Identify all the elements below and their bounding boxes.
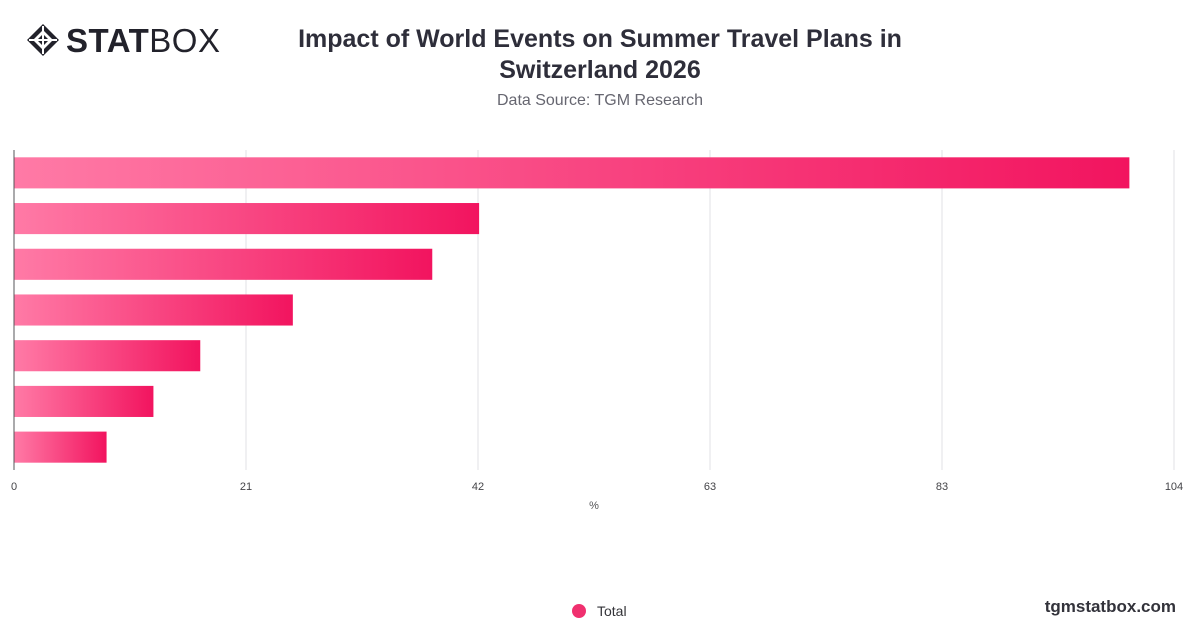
- bar[interactable]: [14, 385, 154, 417]
- logo-wordmark: STATBOX: [66, 24, 220, 57]
- x-tick-label: 21: [240, 481, 252, 493]
- x-tick-label: 63: [704, 481, 716, 493]
- bar[interactable]: [14, 294, 293, 326]
- x-tick-label: 42: [472, 481, 484, 493]
- bar[interactable]: [14, 340, 201, 372]
- bars: [14, 157, 1130, 463]
- x-axis-title: %: [589, 500, 599, 512]
- x-tick-label: 83: [936, 481, 948, 493]
- logo-text-light: BOX: [149, 21, 221, 59]
- bar[interactable]: [14, 157, 1130, 189]
- logo-text-bold: STAT: [66, 21, 150, 59]
- bar[interactable]: [14, 248, 433, 280]
- chart-title: Impact of World Events on Summer Travel …: [298, 25, 902, 84]
- statbox-logo[interactable]: STATBOX: [26, 22, 220, 58]
- legend-label-total: Total: [597, 603, 627, 619]
- grid-lines: [245, 150, 1175, 470]
- x-tick-label: 0: [11, 481, 17, 493]
- x-tick-label: 104: [1165, 481, 1183, 493]
- footer-url[interactable]: tgmstatbox.com: [1044, 597, 1176, 616]
- legend-dot-total: [572, 604, 586, 618]
- diamond-grid-icon: [27, 24, 59, 56]
- legend[interactable]: Total: [572, 600, 627, 622]
- bar[interactable]: [14, 203, 480, 235]
- x-axis: 0 21 42 63 83 104%: [11, 150, 1183, 512]
- chart-subtitle: Data Source: TGM Research: [496, 92, 703, 109]
- bar[interactable]: [14, 431, 107, 463]
